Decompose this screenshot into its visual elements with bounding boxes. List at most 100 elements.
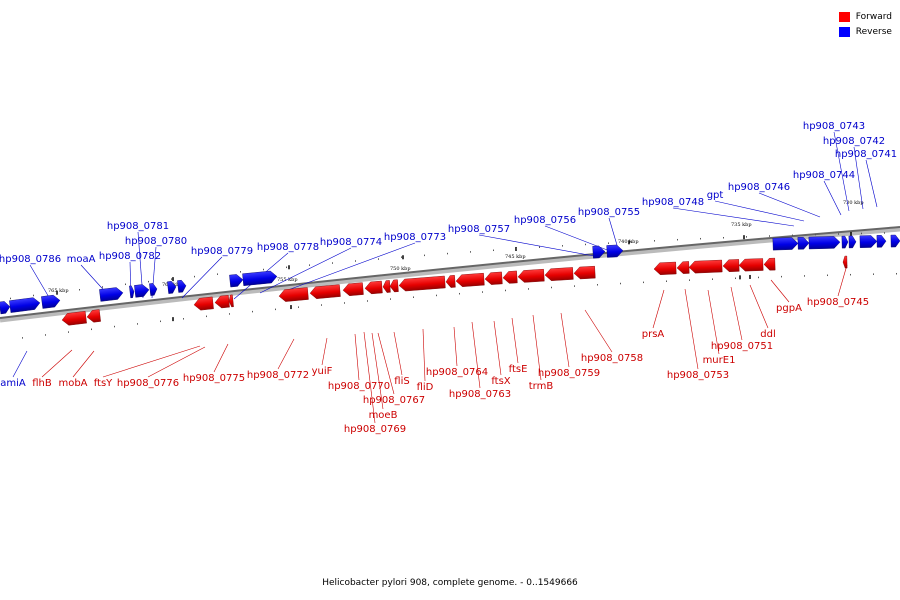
forward-gene-label[interactable]: hp908_0772: [247, 370, 309, 381]
forward-gene-label[interactable]: hp908_0751: [711, 341, 773, 352]
forward-gene-label[interactable]: yuiF: [312, 366, 333, 377]
forward-gene-label[interactable]: murE1: [703, 355, 736, 366]
forward-gene-label[interactable]: fliD: [417, 382, 434, 393]
forward-gene-label[interactable]: ftsE: [509, 364, 528, 375]
ruler-minor-tick: [206, 315, 207, 318]
ruler-minor-tick: [160, 320, 161, 323]
forward-gene-label[interactable]: hp908_0767: [363, 395, 425, 406]
reverse-leader-line: [12, 350, 28, 378]
ruler-minor-tick: [286, 266, 287, 269]
forward-7-gene-arrow: [342, 282, 364, 296]
ruler-minor-tick: [769, 235, 770, 237]
reverse-3-gene-arrow: [99, 287, 124, 302]
ruler-minor-tick: [896, 272, 897, 275]
ruler-minor-tick: [574, 285, 575, 287]
forward-10-gene-arrow: [389, 279, 399, 293]
ruler-minor-tick: [838, 233, 839, 235]
ruler-minor-tick: [620, 282, 621, 285]
reverse-gene-label[interactable]: hp908_0743: [803, 121, 865, 132]
forward-gene-label[interactable]: moeB: [369, 410, 398, 421]
reverse-gene-label[interactable]: hp908_0773: [384, 232, 446, 243]
forward-gene-label[interactable]: prsA: [642, 329, 665, 340]
reverse-gene-label[interactable]: hp908_0781: [107, 221, 169, 232]
forward-13-gene-arrow: [455, 272, 485, 287]
forward-gene-label[interactable]: pgpA: [776, 303, 802, 314]
reverse-gene-label[interactable]: hp908_0748: [642, 197, 704, 208]
reverse-leader-line: [181, 256, 223, 299]
reverse-gene-label[interactable]: hp908_0779: [191, 246, 253, 257]
reverse-gene-label[interactable]: hp908_0786: [0, 254, 61, 265]
reverse-gene-label[interactable]: amiA: [0, 378, 26, 389]
forward-gene-label[interactable]: ftsX: [491, 376, 510, 387]
reverse-swatch: [838, 26, 850, 37]
reverse-0-gene-arrow: [0, 301, 11, 315]
ruler-minor-tick: [459, 292, 460, 295]
forward-swatch: [838, 11, 850, 22]
forward-gene-label[interactable]: trmB: [529, 381, 554, 392]
reverse-gene-label[interactable]: hp908_0742: [823, 136, 885, 147]
ruler-minor-tick: [413, 296, 414, 298]
reverse-9-gene-arrow: [229, 274, 244, 288]
forward-22-gene-arrow: [722, 259, 740, 272]
forward-gene-label[interactable]: mobA: [58, 378, 87, 389]
reverse-gene-label[interactable]: hp908_0780: [125, 236, 187, 247]
reverse-gene-label[interactable]: hp908_0757: [448, 224, 510, 235]
forward-leader-line: [532, 314, 542, 381]
reverse-2-gene-arrow: [41, 294, 61, 309]
forward-gene-label[interactable]: hp908_0770: [328, 381, 390, 392]
ruler-minor-tick: [137, 323, 138, 325]
reverse-gene-label[interactable]: gpt: [707, 190, 724, 201]
ruler-minor-tick: [355, 260, 356, 262]
reverse-gene-label[interactable]: hp908_0746: [728, 182, 790, 193]
forward-9-gene-arrow: [382, 280, 391, 293]
reverse-gene-label[interactable]: hp908_0741: [835, 149, 897, 160]
forward-gene-label[interactable]: ddl: [760, 329, 775, 340]
ruler-minor-tick: [447, 252, 448, 255]
ruler-label: 765 kbp: [48, 288, 69, 294]
ruler-minor-tick: [45, 334, 46, 336]
reverse-leader-line: [865, 159, 878, 208]
forward-gene-label[interactable]: hp908_0776: [117, 378, 179, 389]
reverse-gene-label[interactable]: hp908_0756: [514, 215, 576, 226]
forward-leader-line: [493, 320, 502, 376]
forward-leader-line: [511, 317, 519, 364]
forward-gene-label[interactable]: hp908_0764: [426, 367, 488, 378]
forward-leader-line: [471, 321, 481, 389]
forward-gene-label[interactable]: ftsY: [94, 378, 113, 389]
ruler-minor-tick: [378, 258, 379, 260]
reverse-gene-label[interactable]: hp908_0774: [320, 237, 382, 248]
ruler-minor-tick: [689, 279, 690, 281]
forward-leader-line: [730, 286, 743, 341]
ruler-minor-tick: [252, 310, 253, 313]
forward-gene-label[interactable]: flhB: [32, 378, 52, 389]
ruler-minor-tick: [804, 275, 805, 277]
forward-gene-label[interactable]: hp908_0775: [183, 373, 245, 384]
forward-gene-label[interactable]: hp908_0763: [449, 389, 511, 400]
ruler-minor-tick: [781, 275, 782, 278]
forward-gene-label[interactable]: hp908_0753: [667, 370, 729, 381]
reverse-gene-label[interactable]: hp908_0744: [793, 170, 855, 181]
ruler-label: 730 kbp: [843, 200, 864, 206]
forward-leader-line: [584, 309, 613, 353]
reverse-gene-label[interactable]: hp908_0778: [257, 242, 319, 253]
ruler-minor-tick: [229, 313, 230, 315]
reverse-gene-label[interactable]: hp908_0782: [99, 251, 161, 262]
forward-12-gene-arrow: [445, 275, 456, 288]
gene-arrows: [0, 234, 900, 326]
forward-1-gene-arrow: [86, 309, 101, 323]
reverse-gene-label[interactable]: moaA: [67, 254, 96, 265]
reverse-gene-label[interactable]: hp908_0755: [578, 207, 640, 218]
reverse-leader-line: [29, 264, 51, 300]
ruler-minor-tick: [666, 280, 667, 282]
forward-gene-label[interactable]: hp908_0759: [538, 368, 600, 379]
forward-leader-line: [707, 289, 720, 355]
forward-gene-label[interactable]: hp908_0745: [807, 297, 869, 308]
forward-gene-label[interactable]: hp908_0758: [581, 353, 643, 364]
ruler-label: 735 kbp: [731, 222, 752, 228]
ruler-minor-tick: [309, 264, 310, 266]
ruler-minor-tick: [884, 232, 885, 234]
forward-gene-label[interactable]: hp908_0769: [344, 424, 406, 435]
forward-gene-label[interactable]: fliS: [394, 376, 409, 387]
forward-leader-line: [354, 333, 360, 381]
